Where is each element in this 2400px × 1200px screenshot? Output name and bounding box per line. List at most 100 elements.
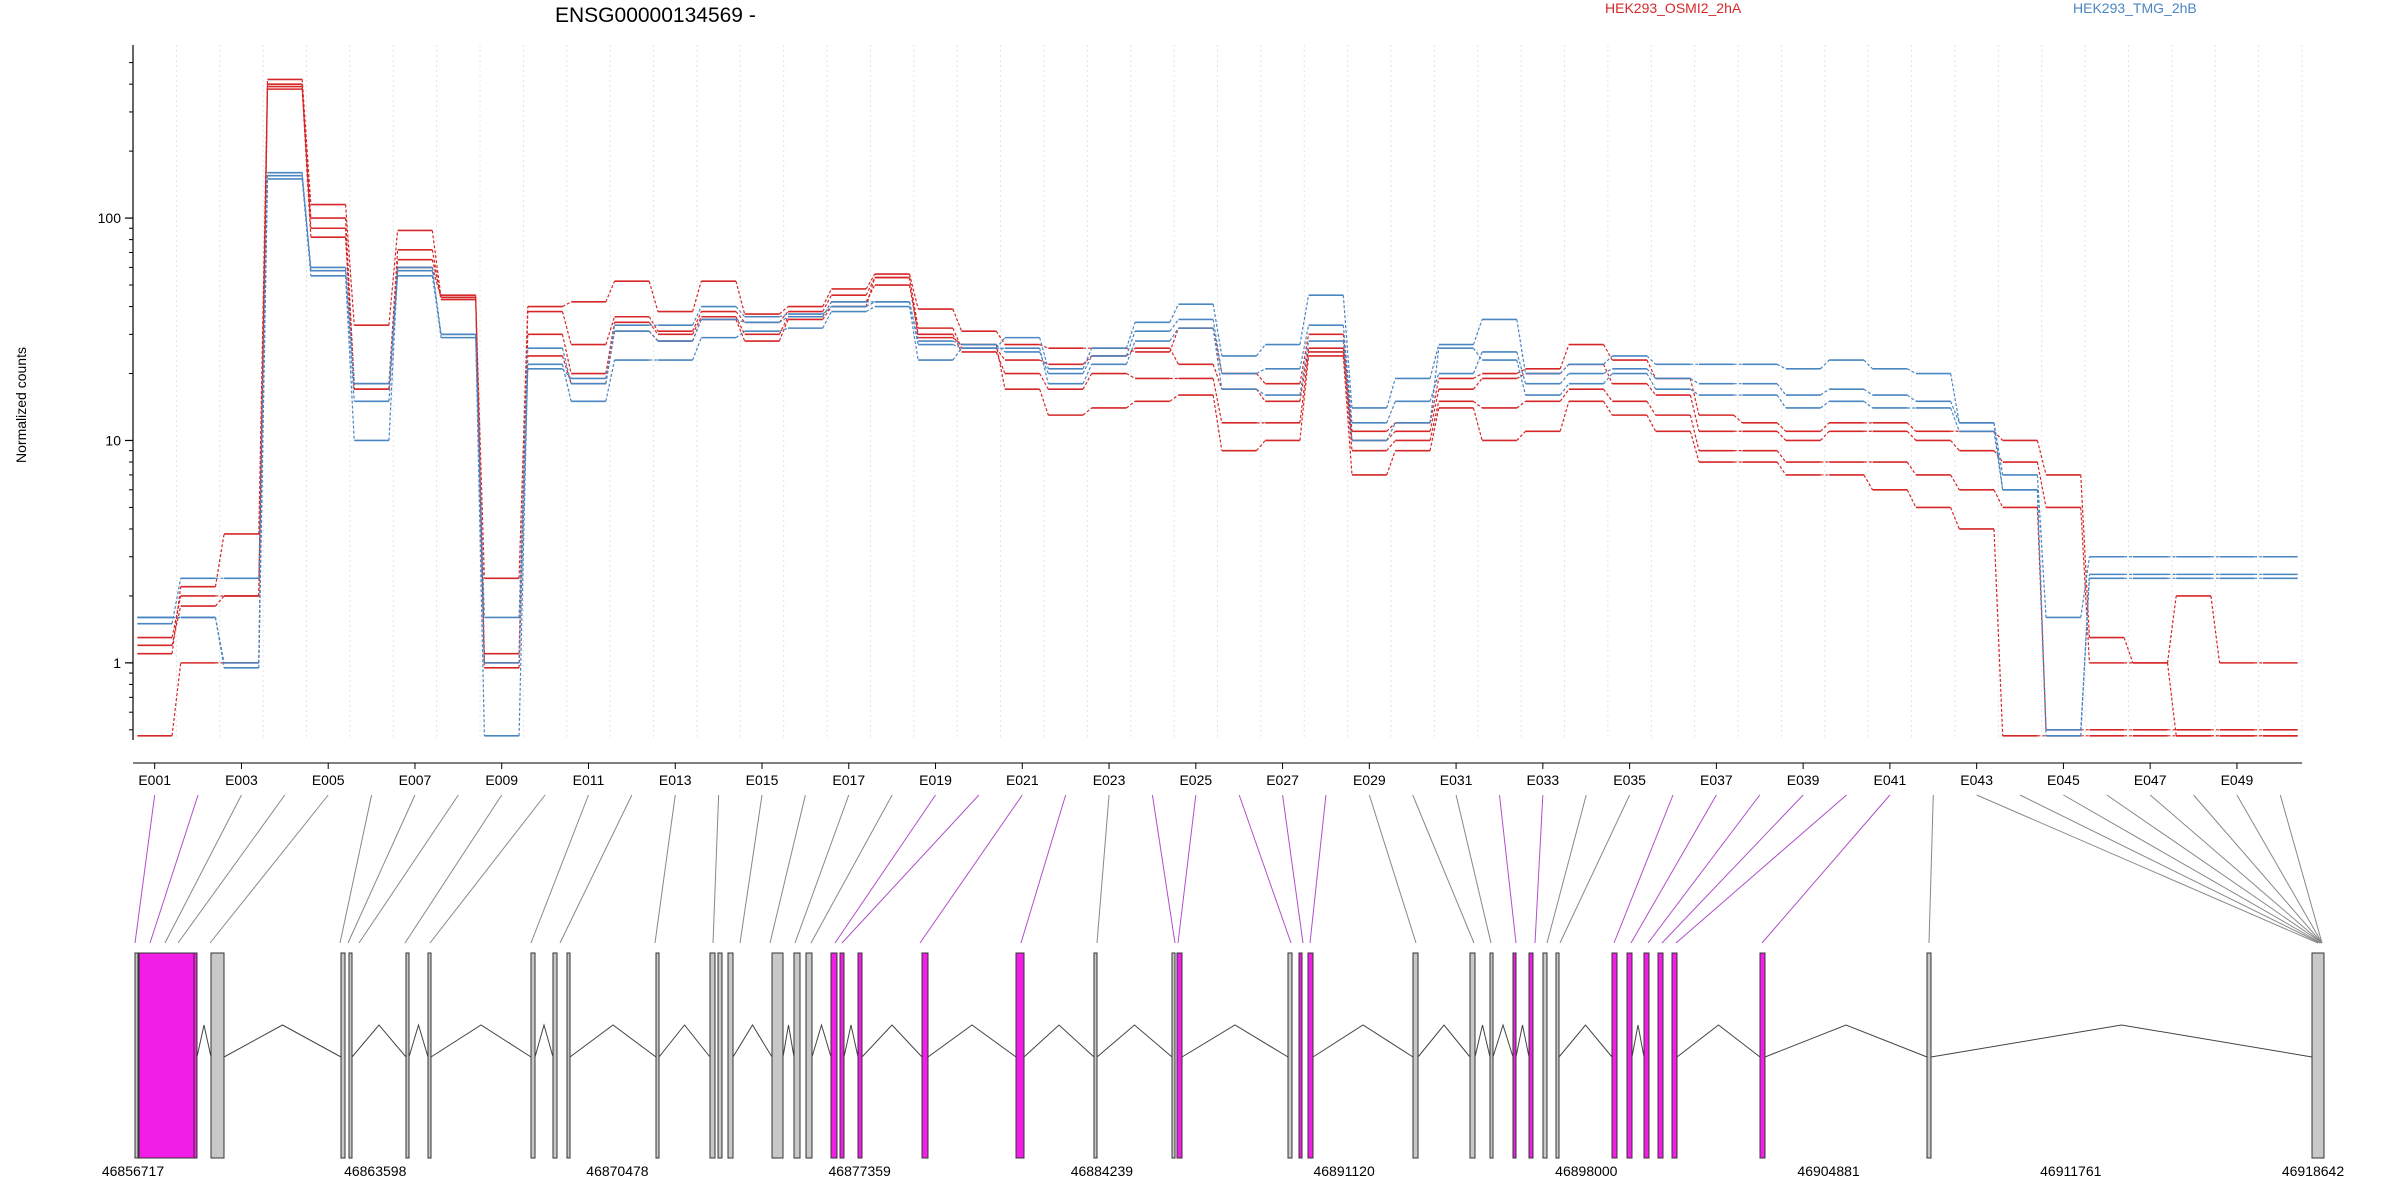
data-transition — [1212, 364, 1223, 390]
exon-tick-label: E031 — [1440, 772, 1473, 788]
exon-tick-label: E047 — [2134, 772, 2167, 788]
exon-connector — [2019, 794, 2321, 944]
data-transition — [214, 533, 225, 587]
data-transition — [952, 308, 963, 332]
data-transition — [1950, 474, 1960, 491]
data-transition — [1559, 373, 1570, 385]
data-transition — [1906, 368, 1917, 375]
axes — [125, 45, 2302, 769]
data-transition — [1559, 388, 1570, 402]
genomic-coordinate-label: 46891120 — [1313, 1163, 1374, 1179]
data-transition — [1212, 394, 1223, 451]
data-transition — [2080, 556, 2091, 618]
data-transition — [1472, 378, 1483, 390]
exon-block-highlight — [1643, 952, 1650, 1159]
data-transition — [562, 368, 572, 379]
intron — [408, 1023, 429, 1058]
data-transition — [1603, 368, 1613, 375]
exon-tick-label: E035 — [1613, 772, 1646, 788]
data-transition — [735, 281, 746, 315]
exon-connector — [2279, 794, 2323, 944]
data-transition — [258, 175, 269, 579]
data-transition — [648, 316, 659, 332]
data-transition — [1169, 303, 1179, 323]
data-transition — [1126, 347, 1136, 357]
y-tick-label: 1 — [113, 655, 121, 671]
data-transition — [171, 586, 182, 654]
data-transition — [995, 330, 1006, 345]
data-transition — [1082, 407, 1093, 416]
data-transition — [1993, 422, 2004, 476]
exon-block-highlight — [830, 952, 838, 1159]
exon-connector — [1412, 794, 1475, 944]
data-transition — [908, 301, 919, 342]
exon-connector — [810, 794, 893, 944]
intron — [1930, 1024, 2313, 1058]
genomic-coordinate-label: 46877359 — [829, 1163, 892, 1179]
data-transition — [1906, 461, 1917, 476]
exon-block — [717, 952, 723, 1159]
exon-block-highlight — [857, 952, 863, 1159]
data-transition — [735, 319, 746, 342]
series-6 — [137, 178, 2298, 737]
data-transition — [1256, 344, 1266, 357]
data-transition — [1039, 351, 1049, 374]
data-transition — [1516, 319, 1527, 374]
exon-tick-label: E011 — [573, 772, 605, 788]
exon-block — [340, 952, 346, 1159]
data-transition — [822, 294, 832, 312]
data-transition — [908, 277, 919, 338]
intron — [1515, 1024, 1530, 1058]
data-transition — [1776, 383, 1787, 396]
exon-block — [1926, 952, 1932, 1159]
exon-tick-label: E045 — [2047, 772, 2080, 788]
data-transition — [779, 313, 789, 318]
data-transition — [431, 230, 442, 298]
exon-tick-label: E037 — [1700, 772, 1733, 788]
data-transition — [778, 319, 789, 342]
genomic-coordinate-label: 46863598 — [344, 1163, 407, 1179]
exon-block — [552, 952, 558, 1159]
data-transition — [1516, 372, 1526, 379]
data-transition — [648, 321, 659, 335]
data-transition — [1386, 378, 1396, 409]
exon-connector — [559, 794, 633, 944]
data-transition — [1256, 373, 1266, 385]
exon-connector — [2193, 794, 2323, 944]
data-transition — [1299, 340, 1310, 396]
intron — [732, 1024, 773, 1058]
data-transition — [779, 316, 789, 323]
data-transition — [1603, 388, 1613, 402]
exon-tick-label: E019 — [919, 772, 952, 788]
exon-connector — [712, 794, 720, 944]
data-transition — [865, 284, 876, 303]
data-transition — [1082, 355, 1093, 365]
data-transition — [865, 301, 876, 308]
exon-connector — [1534, 794, 1544, 944]
exon-connector — [164, 794, 242, 944]
exon-connector — [1675, 794, 1847, 944]
data-transition — [2080, 474, 2091, 638]
data-transition — [1342, 351, 1353, 451]
data-transition — [648, 281, 659, 312]
data-transition — [1906, 422, 1917, 432]
exon-connector — [1546, 794, 1587, 944]
genomic-coordinate-label: 46856717 — [102, 1163, 165, 1179]
exon-block — [655, 952, 660, 1159]
exon-tick-label: E043 — [1960, 772, 1993, 788]
data-transition — [735, 316, 746, 335]
exon-tick-label: E021 — [1006, 772, 1039, 788]
data-transition — [561, 334, 572, 374]
data-transition — [778, 306, 789, 315]
data-transition — [2036, 440, 2047, 476]
exon-block — [210, 952, 225, 1159]
exon-connector — [429, 794, 546, 944]
data-transition — [692, 311, 702, 332]
data-transition — [692, 319, 702, 342]
exon-connectors — [134, 794, 2323, 944]
data-transition — [171, 578, 182, 624]
exon-block-highlight — [1176, 952, 1183, 1159]
exon-connector — [347, 794, 416, 944]
data-transition — [605, 325, 616, 384]
data-transition — [1950, 407, 1960, 432]
